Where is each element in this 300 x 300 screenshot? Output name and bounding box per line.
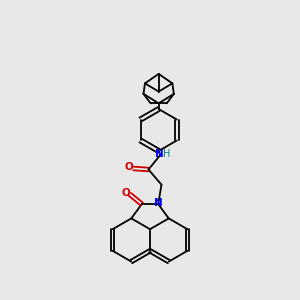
Text: O: O — [122, 188, 130, 199]
Text: O: O — [125, 162, 134, 172]
Text: N: N — [154, 199, 163, 208]
Text: N: N — [155, 149, 164, 159]
Text: H: H — [163, 149, 171, 159]
